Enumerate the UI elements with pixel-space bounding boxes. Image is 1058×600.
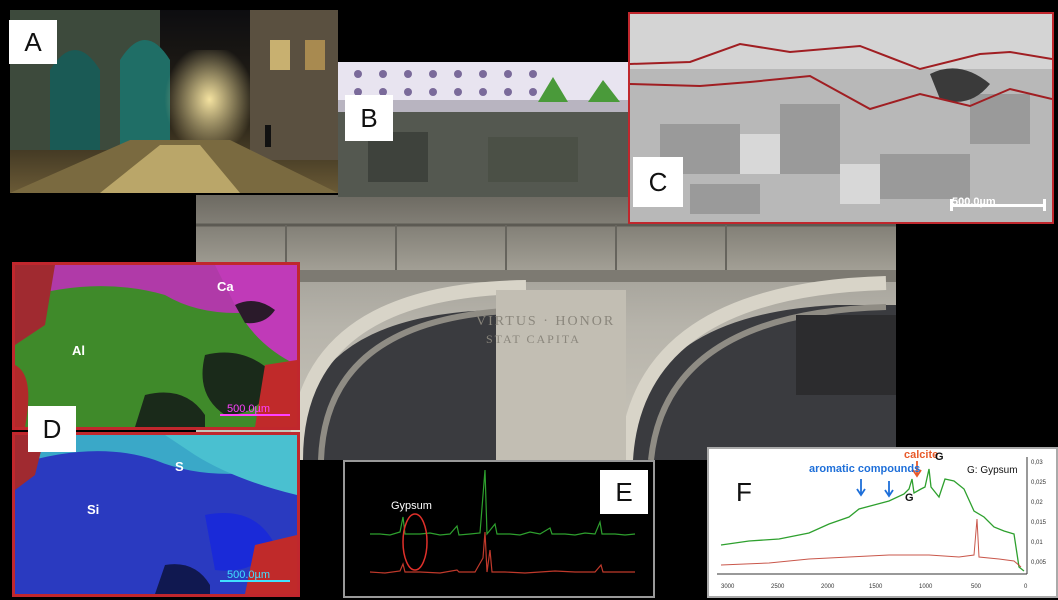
aromatic-annotation: aromatic compounds	[809, 463, 921, 475]
y-tick: 0,03	[1031, 460, 1043, 466]
gypsum-annotation: Gypsum	[391, 500, 432, 512]
gypsum-legend: G: Gypsum	[967, 465, 1018, 476]
panel-label-b: B	[345, 95, 393, 141]
peak-label-g1: G	[935, 451, 944, 463]
panel-label-d: D	[28, 406, 76, 452]
svg-text:3000: 3000	[721, 584, 735, 590]
map-label-al: Al	[72, 343, 85, 358]
svg-text:2000: 2000	[821, 584, 835, 590]
panel-f-chart: 3000 2500 2000 1500 1000 500 0 aromatic …	[707, 447, 1058, 598]
panel-d-map-s-si: S Si 500.0µm	[12, 432, 300, 597]
svg-text:0: 0	[1024, 584, 1028, 590]
panel-c-sem-image: 500.0µm	[628, 12, 1054, 224]
y-tick: 0,02	[1031, 500, 1043, 506]
svg-text:VIRTUS · HONOR: VIRTUS · HONOR	[476, 314, 615, 329]
map-label-s: S	[175, 459, 184, 474]
y-tick: 0,005	[1031, 560, 1047, 566]
y-tick: 0,025	[1031, 480, 1047, 486]
panel-d-top-scalebar-label: 500.0µm	[227, 403, 271, 415]
panel-label-e: E	[600, 470, 648, 514]
panel-label-f: F	[736, 476, 752, 507]
svg-text:2500: 2500	[771, 584, 785, 590]
y-tick: 0,01	[1031, 540, 1043, 546]
peak-label-g2: G	[905, 492, 914, 504]
map-label-ca: Ca	[217, 279, 234, 294]
calcite-annotation: calcite	[904, 449, 939, 461]
panel-label-c: C	[633, 157, 683, 207]
panel-a-photo	[10, 10, 338, 193]
svg-text:500: 500	[971, 584, 982, 590]
panel-label-a: A	[9, 20, 57, 64]
panel-c-scalebar-label: 500.0µm	[952, 196, 996, 208]
svg-text:1000: 1000	[919, 584, 933, 590]
arch-photo: VIRTUS · HONOR STAT CAPITA	[196, 195, 896, 460]
y-axis-ticks: 0,03 0,025 0,02 0,015 0,01 0,005	[1031, 453, 1046, 573]
svg-text:STAT CAPITA: STAT CAPITA	[486, 332, 581, 346]
map-label-si: Si	[87, 502, 100, 517]
panel-d-map-ca-al: Ca Al 500.0µm	[12, 262, 300, 430]
panel-d-bottom-scalebar-label: 500.0µm	[227, 569, 271, 581]
svg-text:1500: 1500	[869, 584, 883, 590]
y-tick: 0,015	[1031, 520, 1047, 526]
